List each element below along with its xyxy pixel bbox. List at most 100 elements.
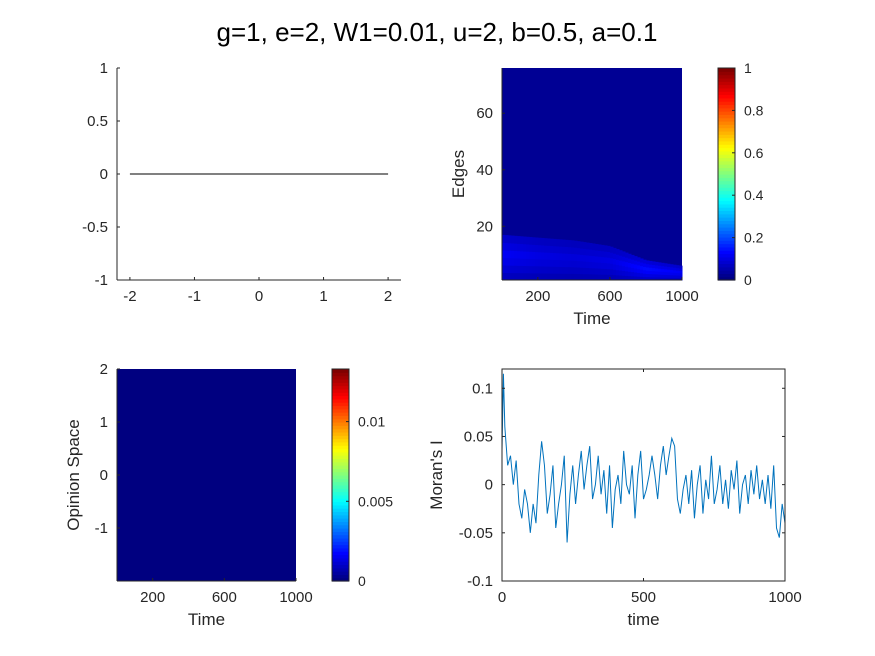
colorbar-swatch [718,217,735,221]
heatmap-cell [637,276,641,281]
heatmap-cell [535,272,539,281]
colorbar-swatch [332,491,349,496]
heatmap-cell [619,275,623,281]
heatmap-cell [604,245,608,252]
heatmap-cell [544,259,548,267]
heatmap-cell [556,245,560,254]
heatmap-cell [673,272,677,276]
heatmap-cell [577,247,581,255]
colorbar-swatch [718,74,735,79]
heatmap-cell [568,260,572,268]
x-tick-label: 200 [140,589,165,606]
heatmap-cell [550,273,554,281]
heatmap-cell [544,273,548,281]
y-tick-label: -1 [95,272,108,289]
heatmap-cell [604,262,608,269]
colorbar-swatch [718,81,735,86]
heatmap-cell [586,255,590,262]
heatmap-cell [646,263,650,268]
colorbar-swatch [332,422,349,426]
heatmap-cell [556,266,560,274]
heatmap-cell [559,259,563,267]
heatmap-cell [655,270,659,275]
heatmap-cell [523,265,527,274]
x-tick-label: 2 [384,288,392,305]
heatmap-cell [634,268,638,273]
colorbar-swatch [332,455,349,460]
heatmap-cell [673,269,677,273]
heatmap-cell [574,240,578,248]
heatmap-cell [553,245,557,254]
heatmap-cell [634,260,638,265]
heatmap-cell [613,247,617,254]
heatmap-cell [559,252,563,261]
heatmap-cell [586,248,590,256]
heatmap-cell [622,260,626,267]
colorbar-swatch [718,243,735,248]
heatmap-cell [583,267,587,275]
heatmap-cell [529,265,533,274]
colorbar-swatch [332,395,349,400]
colorbar-swatch [718,256,735,261]
colorbar-swatch [718,270,735,274]
heatmap-cell [526,236,530,245]
colorbar-swatch [718,236,735,241]
heatmap-cell [520,265,524,274]
heatmap-cell [655,276,659,281]
heatmap-cell [592,273,596,281]
heatmap-cell [601,262,605,269]
heatmap-cell [661,262,665,267]
heatmap-cell [598,262,602,269]
heatmap-cell [562,253,566,261]
colorbar-swatch [332,514,349,519]
heatmap-cell [604,251,608,258]
heatmap-cell [628,253,632,259]
heatmap-cell [529,237,533,245]
colorbar-swatch [718,97,735,102]
heatmap-cell [523,251,527,259]
colorbar-swatch [718,187,735,192]
heatmap-cell [529,258,533,267]
heatmap-cell [508,250,512,259]
heatmap-cell [613,269,617,276]
heatmap-cell [649,260,653,265]
heatmap-cell [658,271,662,275]
heatmap-cell [595,273,599,281]
heatmap-cell [523,236,527,245]
heatmap-cell [592,261,596,269]
heatmap-cell [646,276,650,281]
y-tick-label: 0 [485,477,493,494]
heatmap-cell [589,273,593,281]
x-tick-label: 600 [597,288,622,305]
x-tick-label: 600 [212,589,237,606]
y-axis-label: Opinion Space [64,419,83,531]
heatmap-cell [598,256,602,263]
colorbar-swatch [718,147,735,152]
heatmap-cell [622,256,626,262]
colorbar-frame [331,368,350,582]
colorbar-swatch [718,140,735,145]
heatmap-cell [526,243,530,252]
heatmap-cell [511,243,515,251]
colorbar-swatch [718,77,735,82]
heatmap-cell [502,264,506,273]
colorbar-swatch [332,369,349,373]
colorbar-swatch [332,537,349,542]
heatmap-cell [562,239,566,247]
heatmap-cell [517,236,521,244]
heatmap-cell [553,259,557,267]
heatmap-cell [580,273,584,281]
heatmap-cell [532,258,536,267]
colorbar-tick-label: 0 [744,272,752,288]
colorbar-swatch [718,227,735,231]
colorbar-swatch [332,431,349,436]
heatmap-cell [511,250,515,259]
heatmap-cell [505,272,509,281]
heatmap-cell [538,237,542,246]
heatmap-cell [664,263,668,267]
heatmap-cell [517,265,521,274]
colorbar-swatch [718,246,735,251]
colorbar-swatch [718,190,735,195]
heatmap-cell [568,246,572,254]
x-axis-label: Time [188,610,225,629]
